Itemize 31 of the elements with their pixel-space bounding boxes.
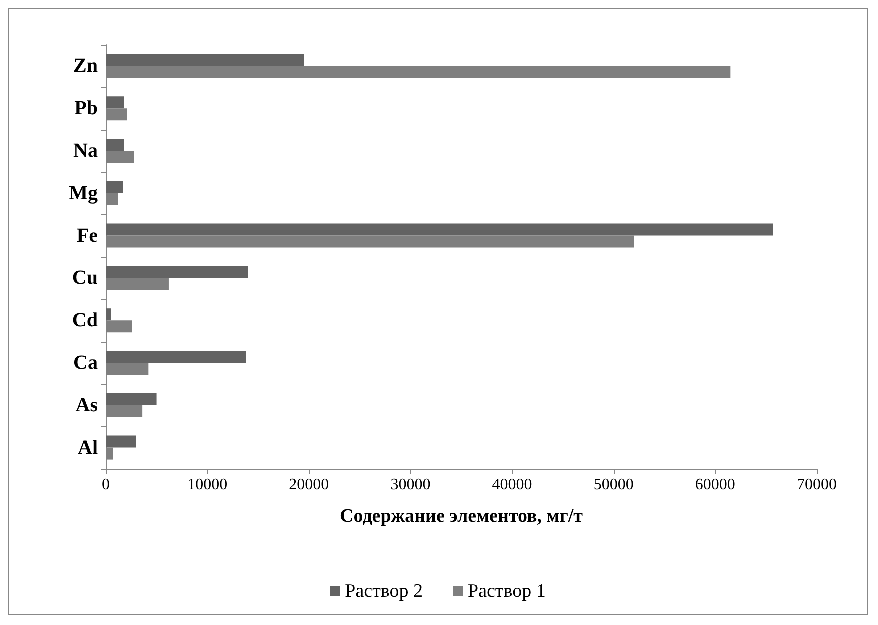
legend-label: Раствор 1 <box>468 581 546 602</box>
bar <box>106 351 246 363</box>
bar <box>106 224 774 236</box>
x-tick-label: 20000 <box>289 476 330 494</box>
bar <box>106 139 124 151</box>
legend-label: Раствор 2 <box>345 581 423 602</box>
bar <box>106 393 157 406</box>
y-tick-label: Ca <box>74 352 98 374</box>
x-axis-title: Содержание элементов, мг/т <box>340 506 584 527</box>
bar <box>106 54 304 66</box>
x-tick-label: 60000 <box>695 476 736 494</box>
bar <box>106 308 112 321</box>
y-tick-label: Na <box>74 140 98 162</box>
x-tick-label: 0 <box>102 476 110 494</box>
y-tick-label: Mg <box>69 182 98 204</box>
y-tick-label: Zn <box>74 55 98 78</box>
x-tick-label: 30000 <box>390 476 431 494</box>
bar <box>106 96 124 109</box>
y-tick-label: As <box>76 394 98 416</box>
bar <box>106 181 124 194</box>
bar <box>106 266 248 278</box>
y-tick-label: Cu <box>72 267 98 290</box>
y-tick-label: Al <box>78 436 98 459</box>
x-tick-label: 70000 <box>797 476 837 494</box>
x-tick-label: 40000 <box>492 476 532 494</box>
y-tick-label: Pb <box>74 98 98 120</box>
y-tick-label: Fe <box>76 224 98 247</box>
x-tick-label: 50000 <box>594 476 634 494</box>
bar <box>106 436 136 448</box>
x-tick-label: 10000 <box>188 476 228 494</box>
y-tick-label: Cd <box>72 310 98 332</box>
